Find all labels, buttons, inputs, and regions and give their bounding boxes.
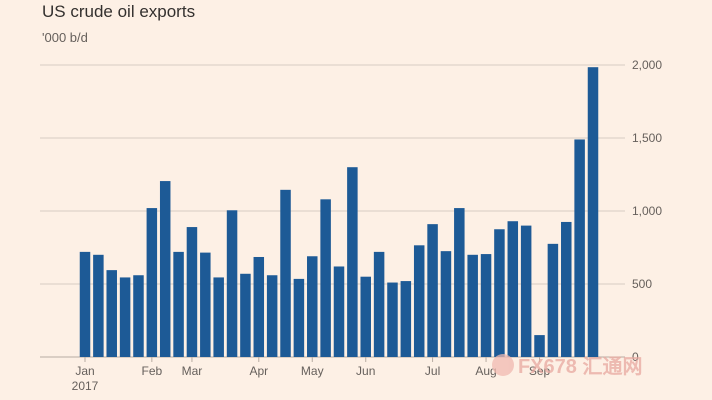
bar: [266, 275, 278, 357]
bar: [226, 210, 238, 357]
bar: [480, 254, 492, 357]
bar: [561, 221, 572, 357]
bar: [213, 277, 224, 357]
bar: [413, 245, 425, 357]
watermark-logo: FX678 汇通网: [492, 350, 642, 379]
bar: [587, 67, 599, 357]
bar: [440, 251, 452, 357]
bar: [400, 281, 412, 357]
x-tick-label: Jan: [75, 364, 94, 378]
bar: [106, 270, 117, 357]
bar: [387, 282, 398, 357]
y-tick-label: 500: [632, 277, 652, 291]
chart-title: US crude oil exports: [42, 2, 196, 21]
x-tick-label: Feb: [141, 364, 162, 378]
bar: [200, 252, 211, 357]
watermark-text: FX678 汇通网: [518, 356, 643, 378]
bar: [119, 277, 131, 357]
bar: [159, 181, 171, 357]
bar: [547, 243, 559, 357]
bar: [93, 254, 104, 357]
bar: [79, 251, 91, 357]
watermark-circle-icon: [492, 353, 514, 376]
x-tick-label: May: [301, 364, 324, 378]
bar: [347, 167, 358, 357]
bar: [454, 208, 465, 357]
y-tick-label: 0: [632, 350, 639, 364]
x-tick-label: Mar: [182, 364, 203, 378]
y-tick-label: 1,500: [632, 131, 662, 145]
x-tick-label: Sep: [529, 364, 551, 378]
bar: [574, 139, 585, 357]
bar: [507, 221, 519, 357]
bar: [333, 266, 345, 357]
y-axis: 2,000 1,500 1,000 500 0: [632, 58, 662, 364]
bar: [373, 251, 385, 357]
bar: [427, 224, 438, 357]
chart-subtitle: '000 b/d: [42, 30, 88, 45]
x-tick-label: Apr: [249, 364, 268, 378]
bar: [186, 227, 198, 357]
x-tick-label: Jun: [356, 364, 375, 378]
bar: [534, 335, 545, 357]
bar: [293, 278, 305, 357]
bar: [253, 256, 265, 357]
bar: [240, 273, 251, 357]
x-tick-sublabel: 2017: [72, 379, 99, 393]
bar: [133, 275, 144, 357]
x-tick-label: Aug: [475, 364, 496, 378]
bar: [467, 254, 478, 357]
y-tick-label: 2,000: [632, 58, 662, 72]
bar: [360, 276, 371, 357]
bar: [146, 208, 158, 357]
x-tick-label: Jul: [425, 364, 440, 378]
bar: [307, 256, 318, 357]
bar: [520, 225, 532, 357]
bars-layer: [79, 67, 599, 357]
bar: [280, 189, 291, 357]
bar: [173, 251, 184, 357]
bar: [320, 199, 331, 357]
y-tick-label: 1,000: [632, 204, 662, 218]
bar: [494, 229, 505, 357]
